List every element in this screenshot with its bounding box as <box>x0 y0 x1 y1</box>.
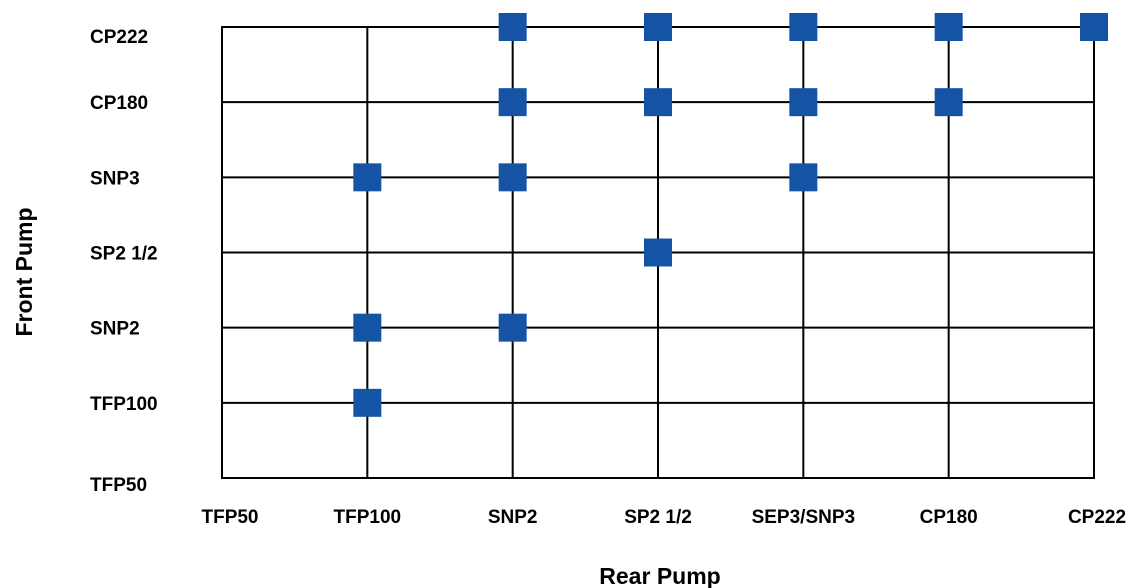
data-point-marker <box>353 313 382 342</box>
data-point-marker <box>353 388 382 417</box>
data-point-marker <box>934 88 963 117</box>
data-point-marker <box>498 313 527 342</box>
y-tick-label: SNP3 <box>90 168 140 189</box>
x-axis-title: Rear Pump <box>599 563 720 588</box>
data-point-marker <box>789 163 818 192</box>
y-tick-label: SP2 1/2 <box>90 244 158 265</box>
x-tick-labels: TFP50 TFP100 SNP2 SP2 1/2 SEP3/SNP3 CP180 CP22… <box>201 507 1126 528</box>
x-tick-label: CP180 <box>920 507 978 528</box>
y-tick-label: CP222 <box>90 27 148 48</box>
x-tick-label: SEP3/SNP3 <box>752 507 856 528</box>
data-point-marker <box>644 238 672 267</box>
data-point-marker <box>498 88 527 117</box>
x-tick-label: CP222 <box>1068 507 1126 528</box>
y-axis-title: Front Pump <box>11 207 37 336</box>
data-point-marker <box>498 163 527 192</box>
y-tick-label: SNP2 <box>90 319 140 340</box>
x-tick-label: SNP2 <box>488 507 538 528</box>
y-tick-labels: TFP50 TFP100 SNP2 SP2 1/2 SNP3 CP180 CP222 <box>90 27 158 496</box>
data-point-marker <box>498 13 527 41</box>
x-tick-label: TFP50 <box>201 507 258 528</box>
x-tick-label: SP2 1/2 <box>624 507 692 528</box>
y-tick-label: TFP50 <box>90 475 147 496</box>
data-point-marker <box>789 13 818 41</box>
data-point-marker <box>934 13 963 41</box>
x-tick-label: TFP100 <box>334 507 402 528</box>
data-point-marker <box>353 163 382 192</box>
y-tick-label: TFP100 <box>90 394 158 415</box>
data-point-marker <box>789 88 818 117</box>
data-point-marker <box>644 88 672 117</box>
y-tick-label: CP180 <box>90 93 148 114</box>
data-points <box>353 13 1108 417</box>
data-point-marker <box>644 13 672 41</box>
data-point-marker <box>1080 13 1108 41</box>
